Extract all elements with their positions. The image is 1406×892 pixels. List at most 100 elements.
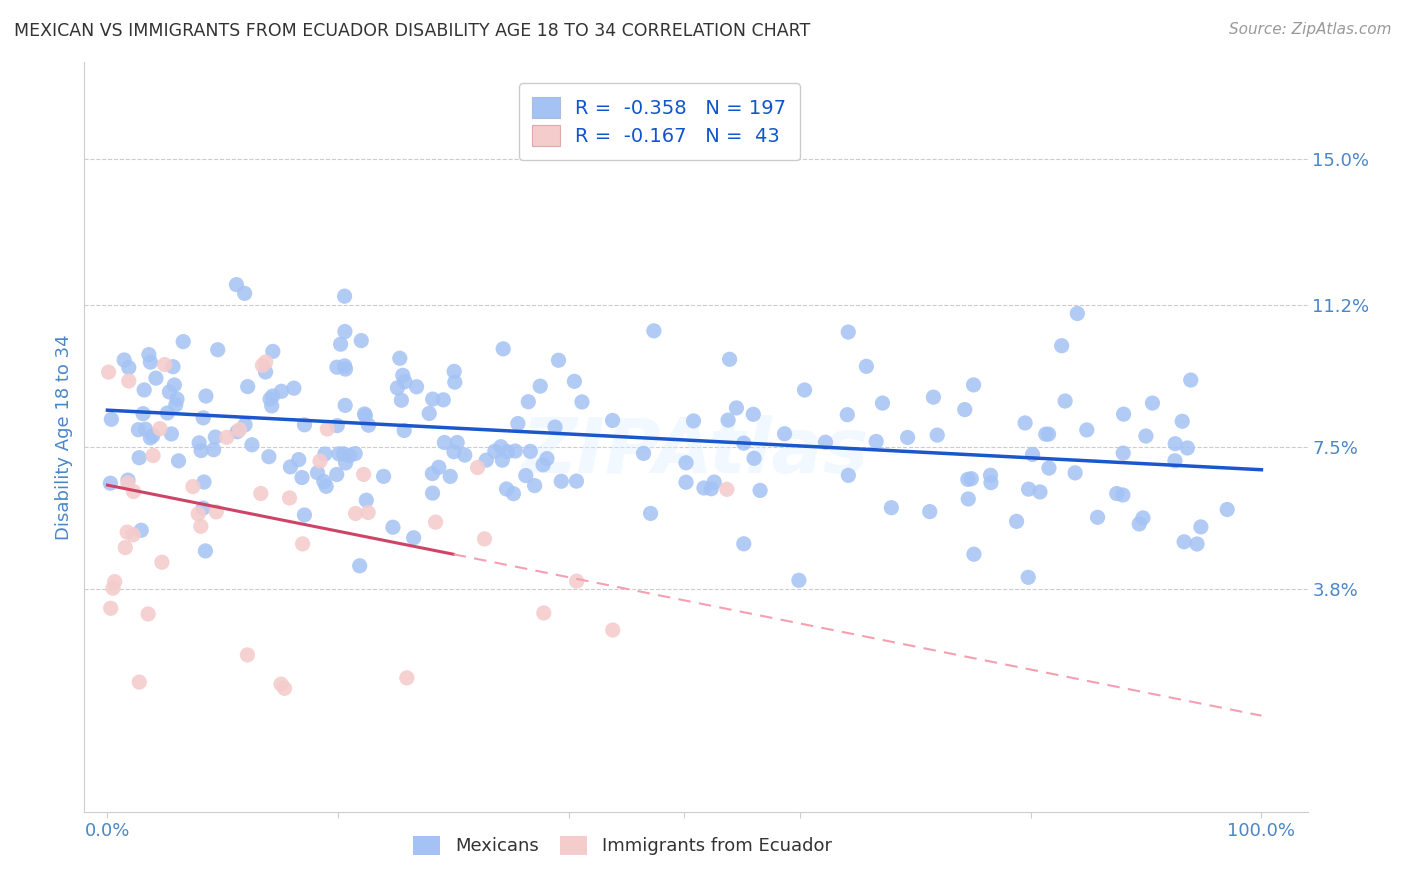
- Point: [1180, 373, 1202, 387]
- Point: [418, 406, 440, 420]
- Point: [980, 475, 1002, 490]
- Point: [129, 523, 152, 537]
- Point: [354, 409, 377, 423]
- Point: [252, 359, 274, 373]
- Point: [280, 459, 302, 474]
- Point: [145, 371, 167, 385]
- Point: [136, 607, 159, 621]
- Point: [495, 482, 517, 496]
- Point: [142, 428, 165, 442]
- Point: [422, 392, 444, 406]
- Point: [682, 414, 704, 428]
- Point: [693, 481, 716, 495]
- Point: [503, 444, 526, 458]
- Point: [194, 389, 217, 403]
- Point: [837, 468, 859, 483]
- Point: [489, 440, 512, 454]
- Point: [270, 384, 292, 399]
- Point: [262, 344, 284, 359]
- Point: [602, 413, 624, 427]
- Point: [703, 475, 725, 489]
- Point: [491, 453, 513, 467]
- Point: [335, 456, 357, 470]
- Point: [283, 381, 305, 395]
- Point: [344, 447, 367, 461]
- Point: [118, 374, 141, 388]
- Point: [422, 467, 444, 481]
- Point: [100, 601, 122, 615]
- Point: [529, 379, 551, 393]
- Point: [506, 417, 529, 431]
- Point: [226, 425, 249, 439]
- Point: [1017, 570, 1039, 584]
- Point: [100, 476, 122, 491]
- Point: [191, 501, 214, 516]
- Point: [1171, 414, 1194, 428]
- Point: [742, 407, 765, 421]
- Point: [273, 681, 295, 696]
- Point: [335, 362, 357, 376]
- Point: [138, 348, 160, 362]
- Point: [1216, 502, 1239, 516]
- Point: [515, 468, 537, 483]
- Point: [326, 418, 349, 433]
- Point: [496, 444, 519, 458]
- Point: [425, 515, 447, 529]
- Point: [172, 334, 194, 349]
- Point: [190, 443, 212, 458]
- Point: [837, 408, 859, 422]
- Point: [1164, 436, 1187, 450]
- Point: [122, 484, 145, 499]
- Point: [443, 364, 465, 378]
- Point: [207, 343, 229, 357]
- Point: [963, 547, 986, 561]
- Point: [315, 479, 337, 493]
- Point: [427, 460, 450, 475]
- Point: [312, 475, 335, 489]
- Point: [328, 447, 350, 461]
- Point: [957, 491, 980, 506]
- Point: [307, 466, 329, 480]
- Point: [544, 420, 567, 434]
- Point: [1177, 441, 1199, 455]
- Point: [150, 555, 173, 569]
- Point: [344, 507, 367, 521]
- Point: [565, 474, 588, 488]
- Point: [523, 478, 546, 492]
- Point: [392, 424, 415, 438]
- Point: [139, 355, 162, 369]
- Point: [565, 574, 588, 589]
- Point: [402, 531, 425, 545]
- Point: [717, 413, 740, 427]
- Point: [278, 491, 301, 505]
- Point: [1005, 514, 1028, 528]
- Point: [329, 337, 352, 351]
- Point: [353, 407, 375, 421]
- Point: [550, 474, 572, 488]
- Point: [353, 467, 375, 482]
- Point: [225, 277, 247, 292]
- Point: [443, 444, 465, 458]
- Point: [163, 378, 186, 392]
- Point: [1029, 484, 1052, 499]
- Point: [388, 351, 411, 366]
- Point: [356, 493, 378, 508]
- Point: [502, 486, 524, 500]
- Point: [1021, 448, 1043, 462]
- Text: ZIPAtlas: ZIPAtlas: [522, 415, 870, 489]
- Point: [287, 452, 309, 467]
- Point: [454, 448, 477, 462]
- Point: [443, 375, 465, 389]
- Point: [187, 507, 209, 521]
- Point: [872, 396, 894, 410]
- Point: [1132, 511, 1154, 525]
- Point: [249, 486, 271, 500]
- Point: [1105, 486, 1128, 500]
- Point: [254, 355, 277, 369]
- Point: [373, 469, 395, 483]
- Point: [564, 375, 586, 389]
- Point: [349, 558, 371, 573]
- Point: [1135, 429, 1157, 443]
- Point: [257, 450, 280, 464]
- Point: [700, 482, 723, 496]
